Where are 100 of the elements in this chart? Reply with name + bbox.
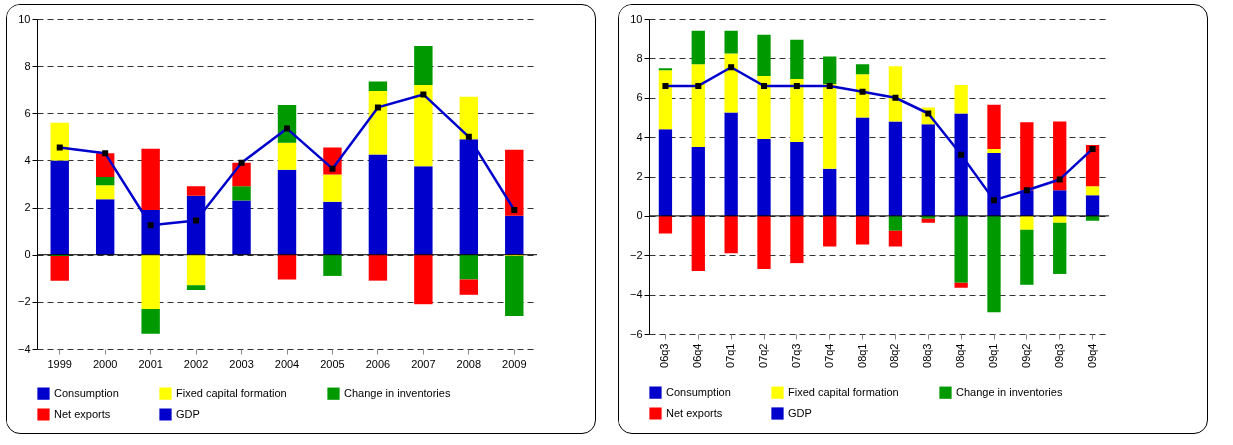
bar: [921, 218, 935, 223]
bar: [50, 160, 69, 255]
x-tick-label: 09q4: [1085, 343, 1098, 368]
x-tick-label: 2009: [502, 357, 527, 370]
y-tick-label: −6: [629, 327, 643, 340]
x-tick-label: 2003: [229, 357, 254, 370]
bar: [505, 215, 524, 255]
bar: [823, 83, 837, 169]
legend-label: Fixed capital formation: [788, 385, 899, 398]
bar: [987, 104, 1001, 149]
legend-label: Net exports: [666, 406, 723, 419]
bar: [987, 215, 1001, 313]
bar: [823, 168, 837, 216]
bar: [186, 254, 206, 286]
bar: [790, 39, 804, 80]
y-tick-label: 10: [18, 12, 31, 25]
bar: [95, 199, 115, 255]
bar: [186, 285, 206, 291]
bar: [757, 34, 771, 77]
bar: [1020, 215, 1034, 230]
bar: [505, 255, 524, 316]
bar: [691, 146, 705, 216]
bar: [368, 90, 388, 155]
bar: [459, 254, 479, 280]
x-tick-label: 07q3: [789, 343, 802, 368]
bar: [505, 149, 524, 216]
bar: [232, 186, 251, 201]
bar: [50, 122, 69, 161]
bar: [414, 46, 433, 85]
bar: [1085, 195, 1100, 216]
bar: [414, 85, 433, 167]
y-tick-label: −4: [629, 288, 643, 301]
bar: [823, 215, 837, 247]
x-tick-label: 2001: [138, 357, 163, 370]
x-tick-label: 06q4: [691, 343, 704, 368]
bar: [724, 215, 738, 254]
legend-label: Net exports: [54, 407, 111, 420]
bar: [323, 174, 342, 202]
bar: [757, 139, 771, 216]
bar: [95, 176, 115, 186]
bar: [323, 201, 342, 255]
bar: [368, 81, 388, 91]
bar: [987, 148, 1001, 153]
bar: [186, 186, 206, 196]
y-tick-label: 0: [24, 248, 31, 261]
y-tick-label: 2: [24, 201, 31, 214]
bar: [277, 169, 297, 255]
bar: [954, 282, 968, 288]
bar: [658, 215, 673, 234]
y-tick-label: −2: [629, 248, 643, 261]
bar: [459, 96, 479, 140]
y-tick-label: 2: [636, 170, 643, 182]
legend-label: Fixed capital formation: [176, 386, 287, 399]
y-tick-label: 4: [636, 130, 643, 143]
legend-label: Change in inventories: [344, 386, 451, 399]
bar: [141, 148, 160, 210]
y-tick-label: −4: [17, 342, 31, 355]
y-tick-label: 4: [24, 153, 31, 166]
bar: [414, 166, 433, 255]
bar: [658, 70, 673, 130]
x-tick-label: 08q2: [888, 343, 901, 368]
bar: [141, 308, 160, 334]
bar: [888, 66, 903, 122]
x-tick-label: 2007: [411, 357, 436, 370]
x-tick-label: 08q3: [921, 343, 934, 368]
bar: [757, 76, 771, 140]
bar: [790, 215, 804, 264]
bar: [1020, 229, 1034, 285]
y-tick-label: 8: [636, 51, 643, 64]
bar: [855, 117, 870, 216]
bar: [141, 254, 160, 309]
bar: [790, 79, 804, 143]
bar: [724, 30, 738, 54]
legend-label: Consumption: [666, 385, 731, 398]
legend-label: GDP: [788, 406, 812, 419]
bar: [1020, 122, 1034, 191]
bar: [790, 142, 804, 216]
bar: [368, 154, 388, 255]
bar: [757, 215, 771, 270]
x-tick-label: 07q2: [757, 343, 769, 368]
legend-label: Change in inventories: [956, 385, 1063, 398]
bar: [1053, 190, 1067, 216]
bar: [459, 279, 479, 295]
x-tick-label: 09q2: [1019, 343, 1032, 368]
x-tick-label: 07q1: [724, 343, 737, 368]
x-tick-label: 06q3: [658, 343, 671, 368]
bar: [691, 215, 705, 271]
bar: [855, 74, 870, 118]
bar: [414, 254, 433, 305]
bar: [658, 129, 673, 216]
x-tick-label: 08q4: [954, 343, 967, 368]
legend-label: Consumption: [54, 386, 119, 399]
bar: [95, 185, 115, 200]
x-tick-label: 09q3: [1052, 343, 1065, 368]
legend-label: GDP: [176, 407, 200, 420]
bar: [691, 30, 705, 65]
x-tick-label: 07q4: [822, 343, 835, 368]
y-tick-label: 6: [24, 106, 31, 119]
bar: [888, 230, 903, 247]
bar: [855, 215, 870, 245]
